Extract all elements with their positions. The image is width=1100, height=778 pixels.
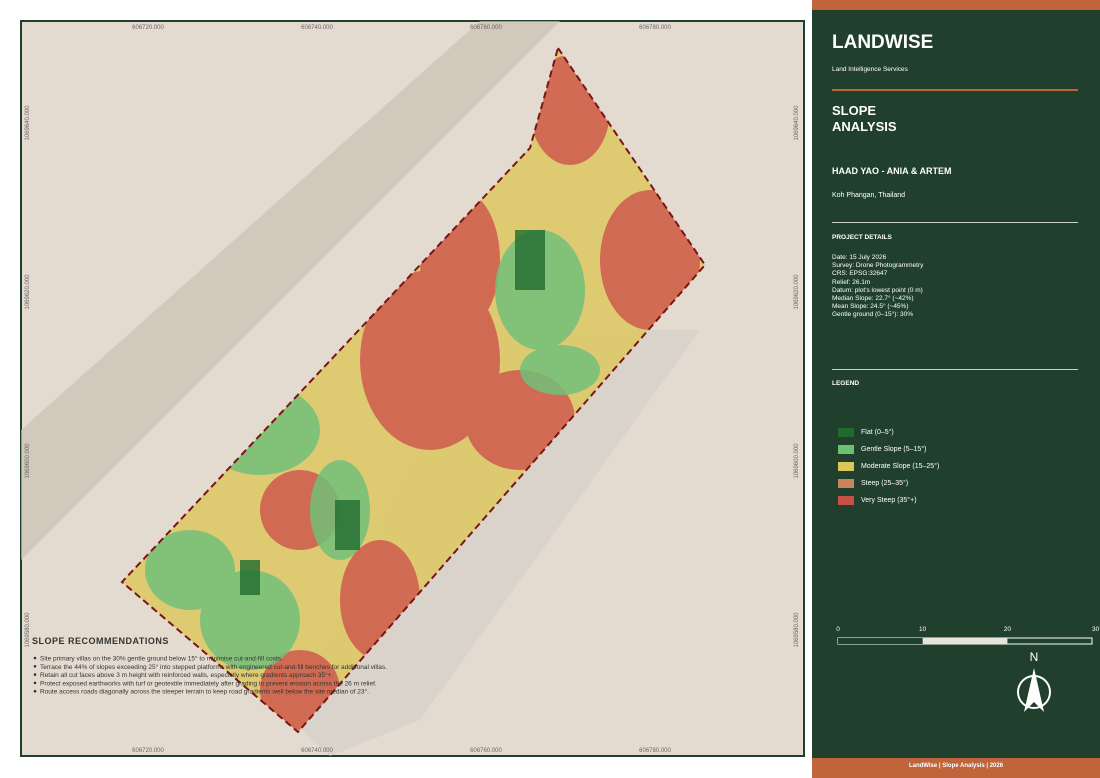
legend-label: Very Steep (35°+) [861, 497, 917, 504]
x-coord-label: 606780.000 [639, 748, 671, 754]
detail-line: Relief: 26.1m [832, 278, 871, 286]
recommendation: Route access roads diagonally across the… [40, 688, 369, 696]
x-coord-label: 606720.000 [132, 25, 164, 31]
project: HAAD YAO - ANIA & ARTEM [832, 166, 952, 176]
x-coord-label: 606740.000 [301, 748, 333, 754]
tagline: Land Intelligence Services [832, 66, 908, 73]
footer: LandWise | Slope Analysis | 2026 [812, 758, 1100, 778]
x-coord-label: 606760.000 [470, 748, 502, 754]
map: 606720.000 606720.000 606740.000 606740.000… [20, 20, 805, 757]
y-coord-label: 1069640.000 [25, 105, 31, 141]
top-bar [812, 0, 1100, 10]
detail-line: Datum: plot's lowest point (0 m) [832, 286, 923, 294]
legend-item: Very Steep (35°+) [838, 496, 917, 505]
y-coord-label: 1069600.000 [25, 443, 31, 479]
bullet [33, 681, 37, 685]
road [21, 21, 560, 560]
y-coord-label: 1069640.000 [794, 105, 800, 141]
y-coord-label: 1069620.000 [794, 274, 800, 310]
accent-rule [832, 89, 1078, 91]
legend-item: Gentle Slope (5–15°) [838, 445, 926, 454]
legend-swatch [838, 479, 854, 488]
recommendations: SLOPE RECOMMENDATIONS Site primary villa… [32, 636, 387, 696]
scale-segment [922, 638, 1008, 644]
legend-label: Flat (0–5°) [861, 429, 894, 436]
scale-label: 10 [919, 626, 927, 633]
location: Koh Phangan, Thailand [832, 192, 906, 199]
brand: LANDWISE [832, 32, 934, 53]
legend-swatch [838, 445, 854, 454]
scale-label: 20 [1004, 626, 1012, 633]
scale-segment [838, 638, 923, 644]
recommendation: Terrace the 44% of slopes exceeding 25° … [40, 663, 387, 671]
title: SLOPE ANALYSIS [832, 103, 897, 134]
scale-label: 30 m [1092, 626, 1100, 633]
y-coord-label: 1069600.000 [794, 443, 800, 479]
buildings [290, 330, 700, 756]
bullet [33, 665, 37, 668]
north-label: N [1030, 650, 1039, 664]
legend-swatch [838, 428, 854, 437]
recommendation: Site primary villas on the 30% gentle gr… [40, 655, 283, 663]
north-arrow [1024, 668, 1044, 712]
bullet [33, 656, 37, 660]
legend-item: Moderate Slope (15–25°) [838, 462, 939, 471]
detail-line: Mean Slope: 24.5° (~45%) [832, 303, 909, 311]
detail-line: CRS: EPSG:32647 [832, 270, 888, 278]
scale-and-north: 0 10 20 30 m N [836, 626, 1100, 712]
details: Date: 15 July 2026 Survey: Drone Photogra… [832, 254, 923, 320]
detail-line: Date: 15 July 2026 [832, 254, 887, 261]
legend-label: Moderate Slope (15–25°) [861, 463, 940, 470]
legend-label: Gentle Slope (5–15°) [861, 446, 927, 453]
legend-heading: LEGEND [832, 380, 860, 387]
y-coord-label: 1069580.000 [794, 612, 800, 648]
recommendations-title: SLOPE RECOMMENDATIONS [32, 636, 169, 646]
detail-line: Survey: Drone Photogrammetry [832, 262, 924, 270]
detail-line: Gentle ground (0–15°): 30% [832, 311, 914, 319]
scale-label: 0 [836, 626, 840, 633]
sidebar: LANDWISE Land Intelligence Services SLOP… [812, 0, 1100, 778]
recommendation: Protect exposed earthworks with turf or … [40, 680, 377, 687]
y-coord-label: 1069580.000 [25, 612, 31, 648]
detail-line: Median Slope: 22.7° (~42%) [832, 295, 914, 303]
rule [832, 369, 1078, 370]
legend-item: Steep (25–35°) [838, 479, 908, 488]
legend-item: Flat (0–5°) [838, 428, 894, 437]
legend-label: Steep (25–35°) [861, 480, 909, 487]
bullet [33, 673, 37, 676]
x-coord-label: 606740.000 [301, 25, 333, 31]
legend-swatch [838, 496, 854, 505]
recommendation: Retain all cut faces above 3 m height wi… [40, 671, 333, 679]
y-coord-label: 1069620.000 [25, 274, 31, 310]
details-heading: PROJECT DETAILS [832, 234, 892, 241]
x-coord-label: 606720.000 [132, 748, 164, 754]
legend-swatch [838, 462, 854, 471]
x-coord-label: 606780.000 [639, 25, 671, 31]
rule [832, 222, 1078, 223]
bullet [33, 689, 37, 693]
x-coord-label: 606760.000 [470, 25, 502, 31]
